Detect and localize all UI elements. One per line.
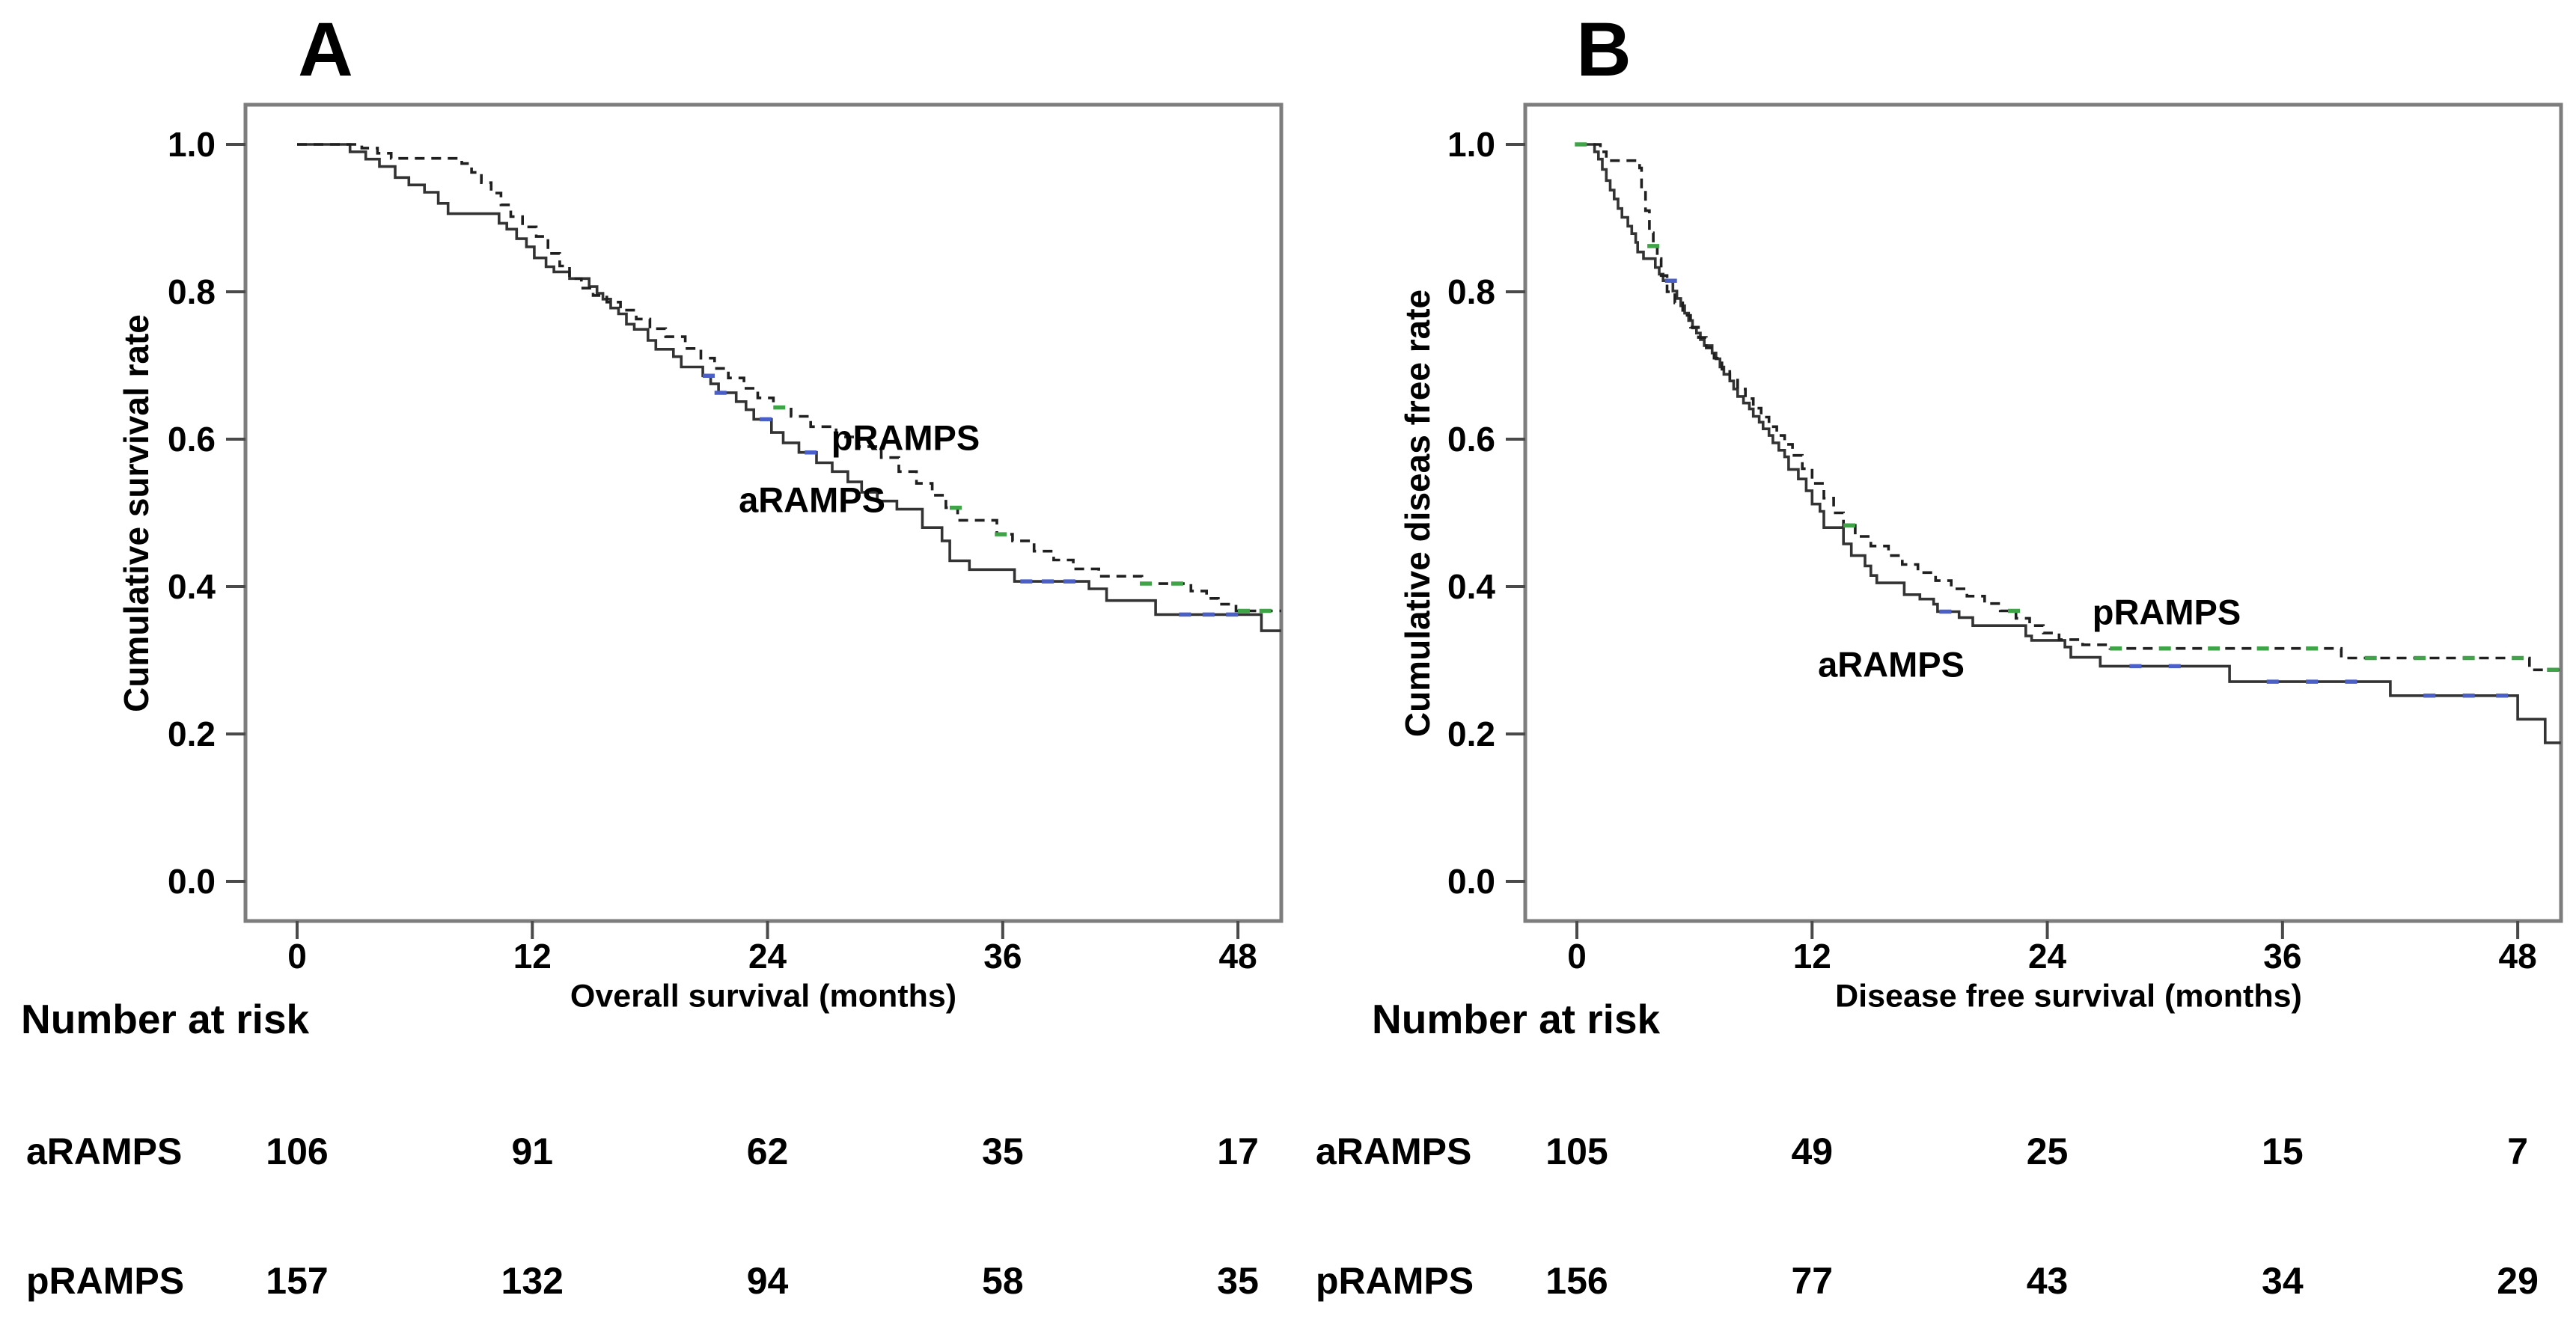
y-tick-label: 0.2 (1447, 715, 1495, 753)
risk-count: 132 (501, 1260, 564, 1302)
x-tick-label: 48 (2499, 937, 2537, 976)
curve-label-pramps-b: pRAMPS (2092, 592, 2241, 632)
risk-count: 17 (1217, 1130, 1259, 1172)
risk-row-label-pramps: pRAMPS (1316, 1260, 1474, 1302)
panel-letter-a: A (298, 7, 353, 92)
risk-count: 62 (746, 1130, 789, 1172)
x-axis-title-b: Disease free survival (months) (1835, 978, 2302, 1015)
km-curve-aramps-solid (297, 143, 1281, 632)
risk-header-b: Number at risk (1372, 996, 1661, 1042)
risk-count: 156 (1545, 1260, 1608, 1302)
x-tick-label: 12 (1793, 937, 1831, 976)
y-tick-label: 1.0 (1447, 125, 1495, 164)
risk-row-label-aramps: aRAMPS (26, 1130, 183, 1172)
plot-frame (243, 102, 1284, 923)
x-tick-label: 12 (513, 937, 552, 976)
risk-count: 43 (2026, 1260, 2069, 1302)
risk-count: 91 (511, 1130, 554, 1172)
y-tick-label: 0.6 (168, 420, 216, 459)
risk-count: 157 (266, 1260, 329, 1302)
km-curve-pramps-dashed (1577, 143, 2561, 672)
y-tick-label: 0.6 (1447, 420, 1495, 459)
risk-count: 34 (2262, 1260, 2304, 1302)
y-tick-label: 1.0 (168, 125, 216, 164)
curve-label-pramps-a: pRAMPS (831, 417, 980, 458)
y-axis-title-b: Cumulative diseas free rate (1398, 289, 1437, 738)
risk-header-a: Number at risk (21, 996, 310, 1042)
x-axis-title-a: Overall survival (months) (570, 978, 957, 1015)
risk-count: 49 (1791, 1130, 1834, 1172)
y-tick-label: 0.8 (1447, 272, 1495, 311)
risk-count: 35 (982, 1130, 1024, 1172)
risk-count: 58 (982, 1260, 1024, 1302)
risk-count: 29 (2497, 1260, 2539, 1302)
risk-row-label-pramps: pRAMPS (26, 1260, 185, 1302)
risk-count: 106 (266, 1130, 329, 1172)
curve-label-aramps-b: aRAMPS (1818, 644, 1965, 685)
x-tick-label: 36 (2263, 937, 2301, 976)
km-curve-aramps-solid (1577, 143, 2561, 744)
x-tick-label: 48 (1219, 937, 1257, 976)
risk-count: 77 (1791, 1260, 1834, 1302)
x-tick-label: 24 (2028, 937, 2067, 976)
y-tick-label: 0.4 (1447, 567, 1495, 606)
x-tick-label: 0 (287, 937, 307, 976)
risk-row-label-aramps: aRAMPS (1316, 1130, 1472, 1172)
x-tick-label: 24 (748, 937, 787, 976)
plot-frame (1523, 102, 2563, 923)
x-tick-label: 0 (1567, 937, 1587, 976)
curve-label-aramps-a: aRAMPS (739, 480, 885, 520)
risk-count: 94 (746, 1260, 789, 1302)
x-tick-label: 36 (983, 937, 1022, 976)
panel-letter-b: B (1576, 7, 1632, 92)
risk-count: 7 (2507, 1130, 2529, 1172)
risk-count: 35 (1217, 1260, 1259, 1302)
y-tick-label: 0.2 (168, 715, 216, 753)
risk-count: 25 (2026, 1130, 2069, 1172)
y-axis-title-a: Cumulative survival rate (117, 314, 156, 712)
y-tick-label: 0.8 (168, 272, 216, 311)
y-tick-label: 0.0 (1447, 862, 1495, 901)
y-tick-label: 0.0 (168, 862, 216, 901)
km-curve-pramps-dashed (297, 143, 1281, 613)
y-tick-label: 0.4 (168, 567, 216, 606)
risk-count: 15 (2262, 1130, 2304, 1172)
risk-count: 105 (1545, 1130, 1608, 1172)
